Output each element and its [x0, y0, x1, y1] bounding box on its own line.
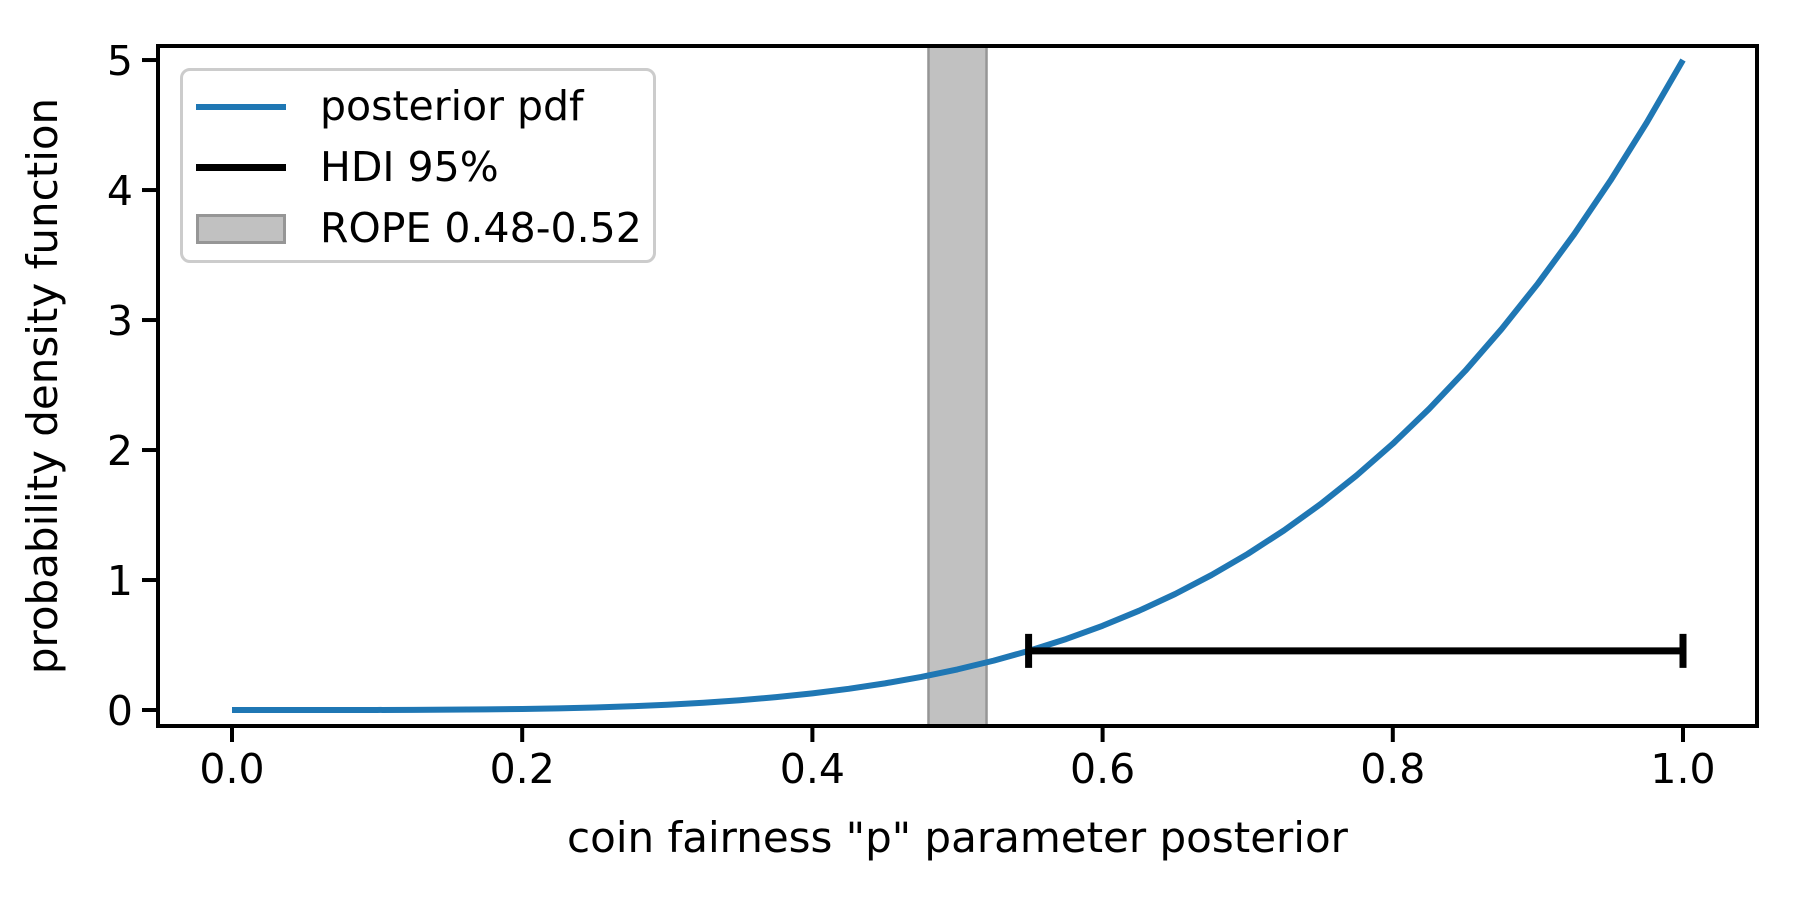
x-tick-label: 0.6	[1070, 745, 1135, 793]
patch-swatch-icon	[196, 213, 286, 244]
x-tick-label: 0.4	[780, 745, 845, 793]
legend: posterior pdf HDI 95% ROPE 0.48-0.52	[180, 68, 656, 263]
y-axis-title: probability density function	[18, 98, 67, 674]
y-tick-label: 4	[107, 167, 133, 215]
y-tick-label: 0	[107, 687, 133, 735]
legend-label: ROPE 0.48-0.52	[320, 204, 642, 252]
x-tick-label: 0.0	[199, 745, 264, 793]
legend-item-hdi: HDI 95%	[196, 137, 653, 198]
y-tick-label: 1	[107, 557, 133, 605]
y-tick-label: 5	[107, 37, 133, 85]
rope-band	[928, 46, 987, 726]
x-tick-label: 0.8	[1360, 745, 1425, 793]
x-axis-title: coin fairness "p" parameter posterior	[567, 813, 1349, 862]
legend-item-posterior-pdf: posterior pdf	[196, 76, 653, 137]
x-tick-label: 0.2	[490, 745, 555, 793]
x-tick-label: 1.0	[1650, 745, 1715, 793]
legend-label: HDI 95%	[320, 143, 499, 191]
rope-patch-icon	[196, 213, 286, 244]
posterior-pdf-curve	[232, 58, 1686, 714]
legend-item-rope: ROPE 0.48-0.52	[196, 198, 653, 259]
axes-spines	[156, 44, 1759, 728]
line-swatch-icon	[196, 164, 286, 171]
posterior-pdf-line-icon	[196, 103, 286, 110]
hdi-line-icon	[196, 164, 286, 171]
legend-label: posterior pdf	[320, 82, 584, 130]
line-swatch-icon	[196, 103, 286, 110]
y-tick-label: 3	[107, 297, 133, 345]
y-tick-label: 2	[107, 427, 133, 475]
